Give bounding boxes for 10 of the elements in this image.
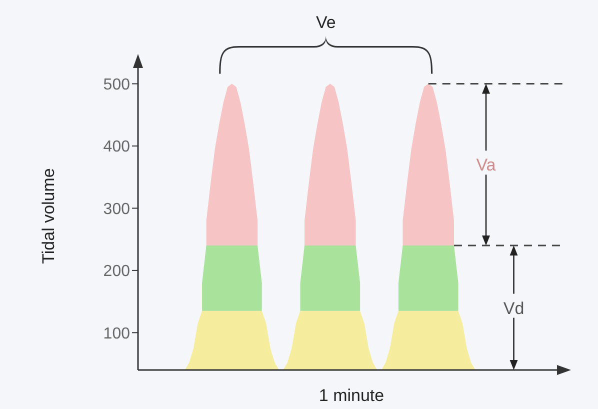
x-axis-title: 1 minute [318,386,384,405]
y-axis-title: Tidal volume [39,168,58,264]
annotation: Vd [503,298,524,318]
y-tick-label: 300 [103,200,130,218]
text: Ve [316,13,336,32]
y-tick-label: 400 [103,138,130,156]
y-tick-label: 100 [103,325,130,342]
y-tick-label: 500 [103,76,130,94]
annotation: Va [476,156,496,175]
y-tick-label: 200 [103,263,130,280]
